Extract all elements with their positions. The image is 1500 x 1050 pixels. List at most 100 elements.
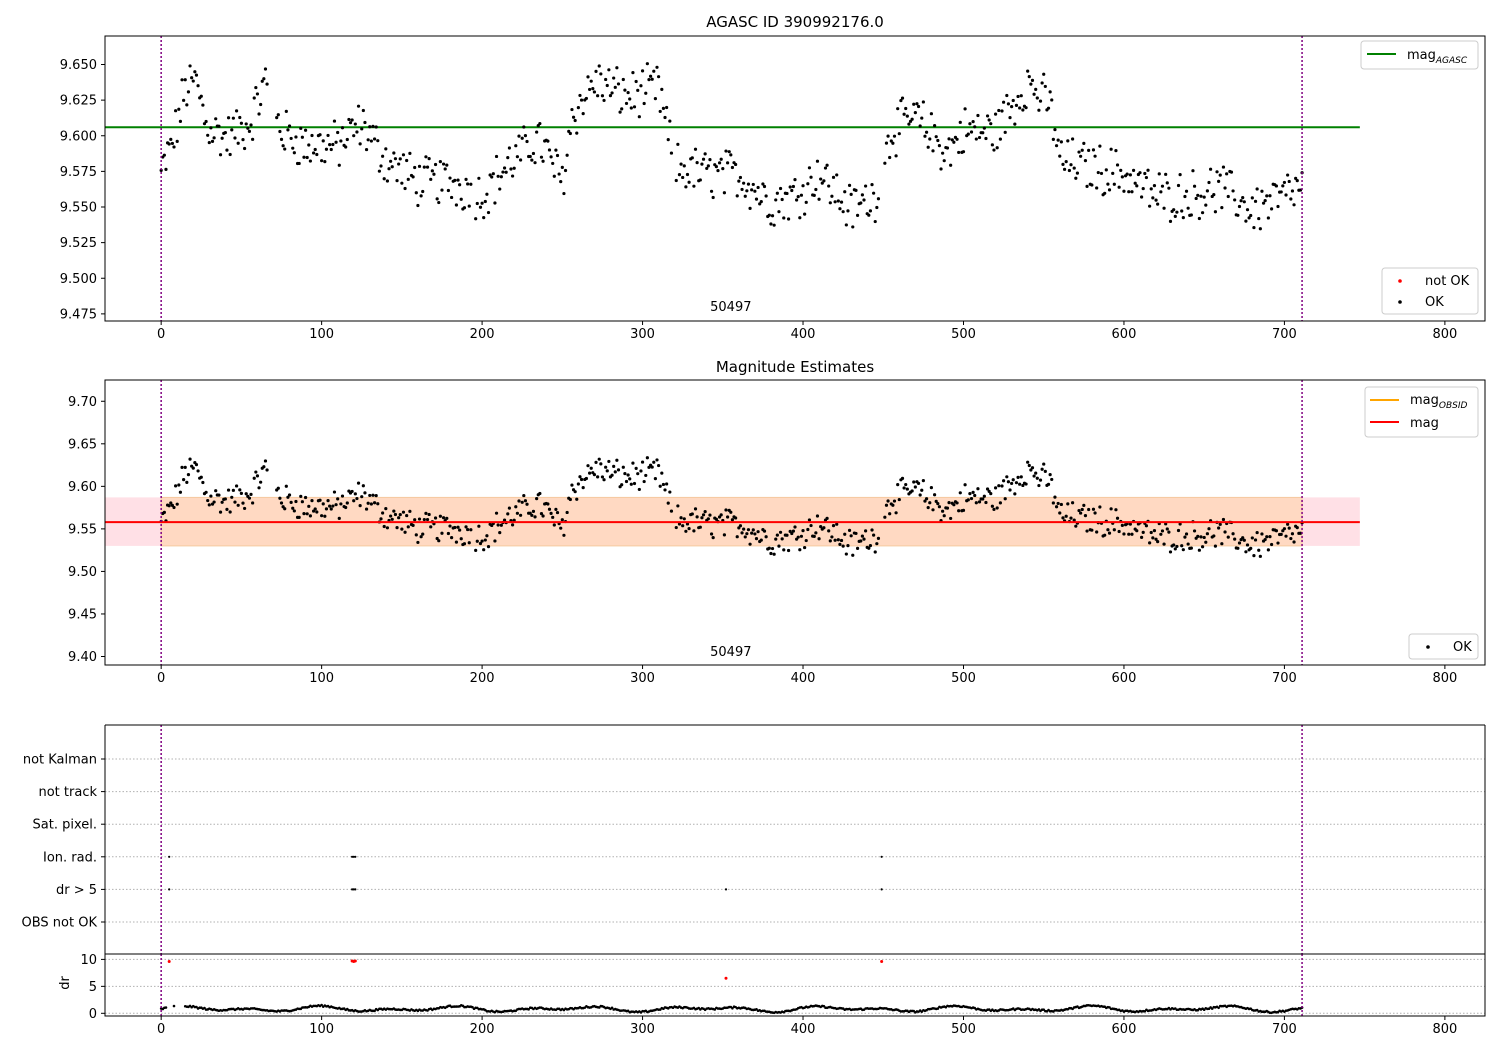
ok-point (389, 159, 393, 163)
ok-point (233, 136, 237, 140)
ok-point (291, 146, 295, 150)
ok-point (318, 133, 322, 137)
ok-point (363, 120, 367, 125)
ok-point (835, 522, 839, 526)
ok-point (302, 512, 306, 516)
ok-point (796, 535, 800, 539)
ok-point (225, 148, 229, 152)
ok-point (883, 515, 887, 519)
ok-point (942, 159, 946, 163)
ok-point (658, 484, 662, 488)
ok-point (178, 490, 183, 494)
ok-point (597, 64, 601, 68)
ok-point (973, 493, 977, 498)
ok-point (310, 133, 314, 138)
ok-point (1265, 535, 1269, 539)
ok-point (785, 191, 789, 196)
ok-point (1165, 181, 1169, 185)
ok-point (320, 514, 324, 518)
ok-point (352, 134, 356, 138)
ok-point (435, 536, 439, 541)
ok-point (324, 147, 329, 151)
x-tick-label: 300 (630, 327, 655, 342)
ok-point (1217, 526, 1221, 530)
ok-point (331, 142, 335, 147)
ok-point (1046, 482, 1051, 486)
ok-point (677, 173, 682, 177)
ok-point (1160, 529, 1165, 533)
ok-point (1212, 192, 1216, 197)
ok-point (934, 499, 938, 503)
ok-point (985, 487, 990, 491)
ok-point (231, 488, 235, 492)
ok-point (1202, 195, 1206, 199)
ok-point (183, 78, 187, 82)
ok-point (1085, 529, 1089, 533)
flags-panel: not Kalman not track Sat. pixel. Ion. rad. d… (22, 724, 1486, 954)
x-tick-label: 400 (791, 671, 816, 686)
ok-point (1290, 189, 1295, 193)
ok-point (1032, 474, 1036, 478)
ok-point (1109, 507, 1113, 511)
ok-point (448, 176, 452, 180)
ok-point (1265, 194, 1269, 198)
ok-point (443, 167, 447, 171)
ok-point (695, 515, 699, 519)
ok-point (746, 528, 751, 532)
ok-point (1287, 526, 1291, 530)
ok-point (1003, 130, 1007, 134)
ok-point (847, 183, 852, 187)
ok-point (244, 492, 248, 496)
ok-point (387, 167, 391, 171)
ok-point (1189, 546, 1193, 550)
ok-point (753, 532, 757, 536)
ok-point (361, 484, 365, 488)
ok-point (1114, 149, 1118, 153)
ok-point (796, 195, 800, 199)
ok-point (804, 538, 808, 543)
ok-point (559, 526, 563, 530)
ok-point (251, 137, 255, 141)
ok-point (801, 184, 805, 188)
ok-point (255, 474, 260, 478)
ok-point (1168, 550, 1173, 554)
ok-point (786, 548, 791, 553)
ok-point (1051, 137, 1055, 141)
ok-point (430, 169, 434, 173)
ok-point (417, 164, 422, 168)
ok-point (393, 512, 398, 517)
panel2-axes: 0 100 200 300 400 500 600 700 800 9.40 9.45 9.50 9.5… (68, 379, 1486, 686)
ok-point (1244, 219, 1248, 223)
ok-point (1140, 195, 1144, 199)
ok-point (640, 460, 645, 464)
ok-point (629, 482, 633, 486)
ok-point (1083, 514, 1088, 518)
ok-point (1029, 468, 1033, 472)
ok-point (849, 534, 853, 538)
ok-point (159, 168, 163, 172)
ok-point (864, 184, 868, 188)
ok-point (1019, 475, 1023, 479)
ok-point (971, 120, 975, 124)
ok-point (1252, 554, 1256, 558)
flag-point (880, 855, 883, 858)
ok-point (424, 511, 428, 515)
ok-point (653, 477, 657, 481)
ok-point (1003, 497, 1007, 501)
ok-point (562, 191, 566, 196)
ok-point (839, 538, 844, 543)
ok-point (408, 151, 412, 155)
x-tick-label: 100 (309, 1022, 334, 1037)
ok-point (1053, 127, 1057, 132)
ok-point (695, 161, 699, 165)
ok-point (369, 502, 373, 506)
ok-point (364, 507, 369, 511)
ok-point (364, 147, 369, 152)
ok-point (1128, 522, 1132, 526)
ok-point (329, 147, 333, 152)
ok-point (419, 535, 423, 539)
dr-point (713, 1008, 717, 1011)
ok-point (549, 511, 553, 515)
ok-point (519, 513, 523, 517)
